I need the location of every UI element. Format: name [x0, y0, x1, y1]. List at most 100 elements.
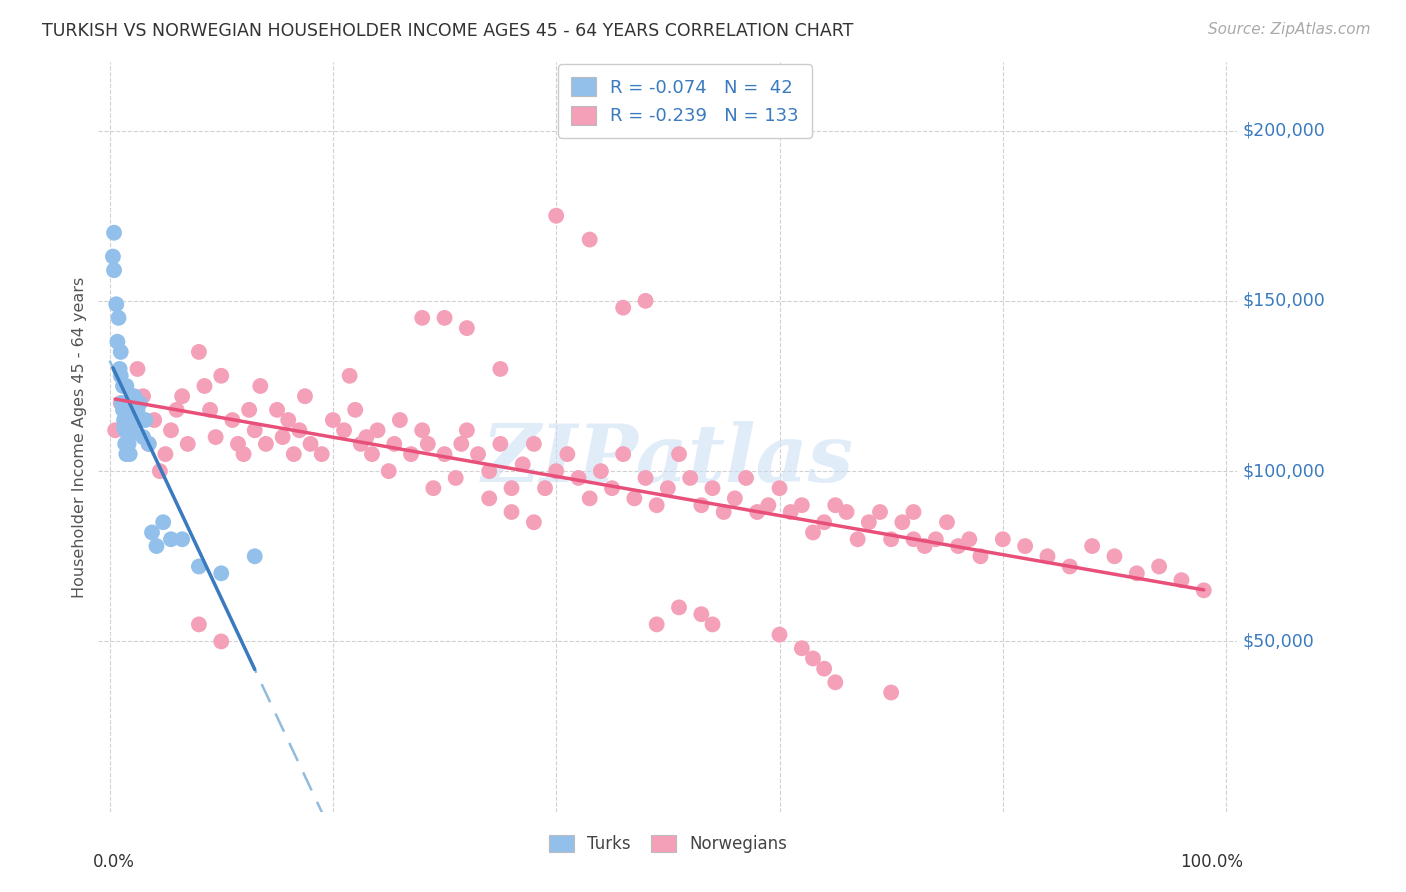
Point	[166, 402, 188, 417]
Text: $200,000: $200,000	[1243, 121, 1326, 139]
Point	[143, 413, 166, 427]
Point	[152, 515, 174, 529]
Point	[578, 233, 600, 247]
Point	[177, 437, 200, 451]
Point	[1014, 539, 1036, 553]
Text: ZIPatlas: ZIPatlas	[482, 421, 853, 499]
Point	[946, 539, 969, 553]
Point	[232, 447, 254, 461]
Point	[634, 293, 657, 308]
Point	[107, 310, 129, 325]
Point	[489, 362, 512, 376]
Point	[891, 515, 914, 529]
Point	[523, 437, 546, 451]
Point	[925, 533, 948, 547]
Point	[209, 566, 232, 581]
Point	[294, 389, 316, 403]
Point	[557, 447, 579, 461]
Point	[127, 362, 149, 376]
Point	[124, 413, 146, 427]
Point	[546, 464, 568, 478]
Point	[578, 491, 600, 506]
Point	[104, 423, 127, 437]
Point	[880, 533, 903, 547]
Point	[128, 396, 150, 410]
Point	[1126, 566, 1149, 581]
Point	[118, 447, 141, 461]
Point	[138, 437, 160, 451]
Point	[350, 437, 373, 451]
Point	[824, 675, 846, 690]
Point	[111, 379, 134, 393]
Point	[117, 430, 139, 444]
Point	[411, 310, 433, 325]
Point	[110, 345, 132, 359]
Point	[187, 345, 209, 359]
Point	[756, 498, 779, 512]
Point	[111, 402, 134, 417]
Point	[634, 471, 657, 485]
Point	[138, 437, 160, 451]
Point	[478, 491, 501, 506]
Point	[936, 515, 959, 529]
Point	[768, 481, 790, 495]
Text: 100.0%: 100.0%	[1180, 853, 1243, 871]
Point	[858, 515, 880, 529]
Point	[1104, 549, 1126, 564]
Point	[422, 481, 444, 495]
Point	[115, 402, 138, 417]
Point	[467, 447, 489, 461]
Point	[790, 641, 813, 656]
Point	[903, 533, 925, 547]
Point	[266, 402, 288, 417]
Point	[801, 525, 824, 540]
Point	[612, 301, 634, 315]
Point	[271, 430, 294, 444]
Point	[105, 297, 128, 311]
Point	[702, 481, 724, 495]
Point	[115, 447, 138, 461]
Point	[277, 413, 299, 427]
Point	[456, 423, 478, 437]
Point	[111, 396, 134, 410]
Point	[903, 505, 925, 519]
Point	[145, 539, 167, 553]
Point	[377, 464, 399, 478]
Point	[101, 250, 124, 264]
Point	[243, 423, 266, 437]
Text: 0.0%: 0.0%	[93, 853, 135, 871]
Point	[600, 481, 623, 495]
Point	[433, 310, 456, 325]
Point	[115, 402, 138, 417]
Y-axis label: Householder Income Ages 45 - 64 years: Householder Income Ages 45 - 64 years	[72, 277, 87, 598]
Point	[209, 634, 232, 648]
Text: $100,000: $100,000	[1243, 462, 1326, 480]
Point	[132, 389, 155, 403]
Point	[110, 368, 132, 383]
Point	[160, 533, 183, 547]
Point	[835, 505, 858, 519]
Point	[747, 505, 769, 519]
Point	[991, 533, 1014, 547]
Point	[221, 413, 243, 427]
Point	[118, 423, 141, 437]
Point	[149, 464, 172, 478]
Point	[411, 423, 433, 437]
Point	[238, 402, 260, 417]
Point	[122, 389, 145, 403]
Point	[399, 447, 422, 461]
Point	[690, 607, 713, 622]
Point	[450, 437, 472, 451]
Point	[382, 437, 405, 451]
Point	[456, 321, 478, 335]
Point	[367, 423, 389, 437]
Point	[115, 379, 138, 393]
Point	[333, 423, 356, 437]
Point	[489, 437, 512, 451]
Point	[204, 430, 226, 444]
Point	[114, 437, 136, 451]
Point	[127, 402, 149, 417]
Point	[1059, 559, 1081, 574]
Point	[969, 549, 991, 564]
Text: $150,000: $150,000	[1243, 292, 1326, 310]
